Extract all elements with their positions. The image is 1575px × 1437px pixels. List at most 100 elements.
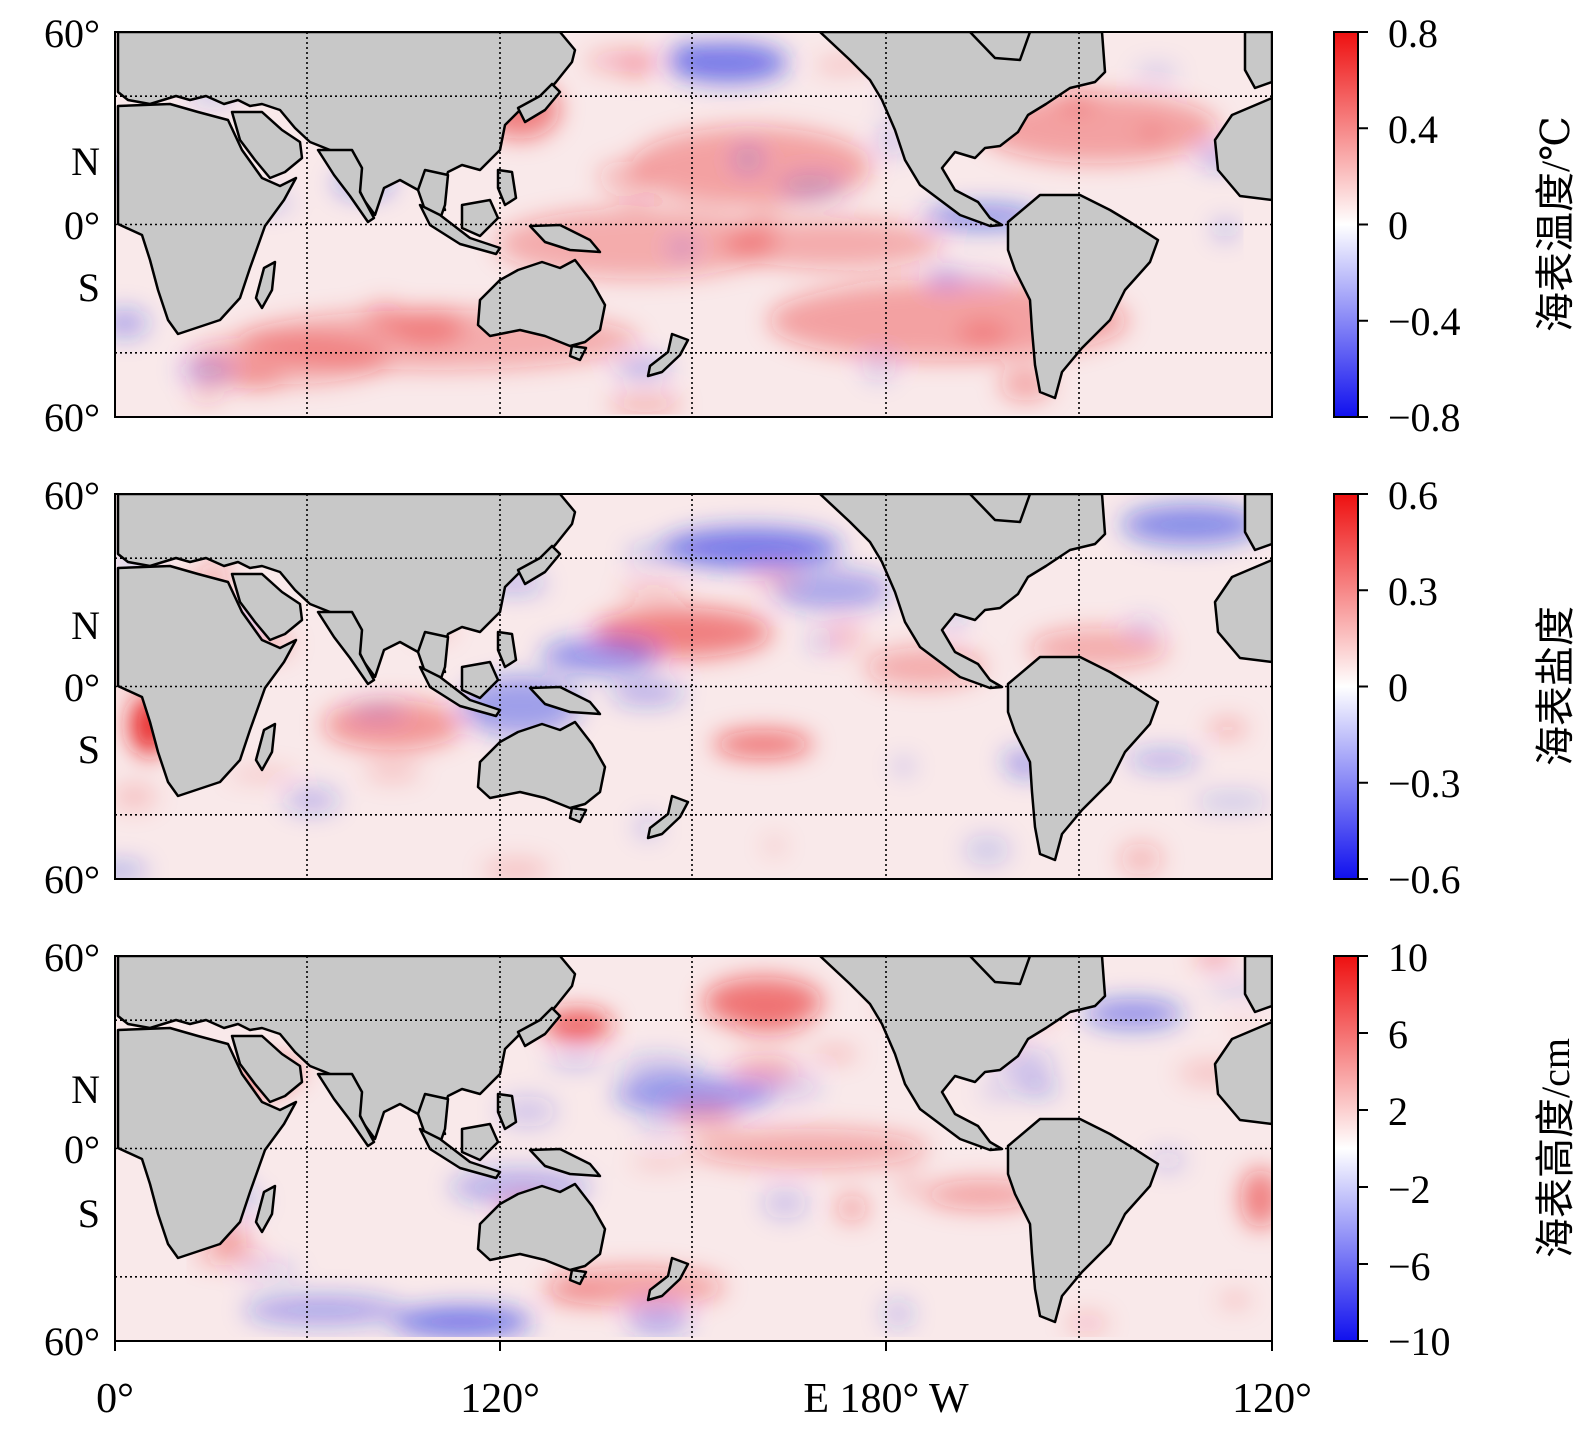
lat-label-north: 60° [44,11,100,56]
anomaly-blotch [495,208,776,279]
lat-label-equator: 0° [64,665,100,710]
anomaly-speckle [363,762,422,782]
lat-label-north: 60° [44,935,100,980]
anomaly-speckle [1194,793,1271,810]
anomaly-speckle [636,1118,680,1133]
anomaly-blotch [1240,1168,1272,1229]
anomaly-speckle [1207,719,1248,738]
lat-label-south: 60° [44,857,100,902]
colorbar-tick: 2 [1388,1089,1408,1134]
anomaly-speckle [608,394,682,415]
colorbar-1-title: 海表温度/℃ [1533,116,1575,332]
lat-label-equator: 0° [64,203,100,248]
lat-label-s: S [77,265,100,310]
anomaly-speckle [958,322,1009,344]
lon-label-180: E 180° W [803,1376,969,1422]
lat-label-n: N [71,603,100,648]
anomaly-speckle [365,300,404,333]
colorbar-tick: −2 [1388,1167,1431,1212]
anomaly-blotch [613,1076,774,1113]
colorbar-tick: 0 [1388,665,1408,710]
anomaly-speckle [882,1299,914,1328]
map-panel-3 [114,955,1368,1342]
anomaly-speckle [1228,1019,1257,1030]
anomaly-speckle [926,268,963,288]
anomaly-speckle [1218,1292,1253,1308]
anomaly-blotch [392,1306,533,1337]
anomaly-speckle [893,758,915,775]
anomaly-speckle [1127,750,1200,770]
anomaly-blotch [540,637,661,674]
anomaly-blotch [243,1295,404,1326]
anomaly-blotch [1083,998,1184,1029]
map-panel-2 [114,493,1368,880]
anomaly-speckle [630,1156,691,1169]
anomaly-speckle [668,239,696,256]
colorbar-tick: 6 [1388,1012,1408,1057]
colorbar-tick: −0.4 [1388,299,1461,344]
anomaly-speckle [348,705,406,719]
anomaly-speckle [862,351,896,382]
anomaly-speckle [953,273,1007,284]
anomaly-blotch [689,1128,930,1169]
anomaly-speckle [1150,1149,1186,1172]
anomaly-speckle [392,310,464,344]
lat-label-s: S [77,727,100,772]
anomaly-speckle [1119,842,1163,876]
lat-label-south: 60° [44,1319,100,1364]
anomaly-blotch [542,1010,613,1041]
colorbar-tick: 0.3 [1388,569,1438,614]
colorbar-2-title: 海表盐度 [1533,606,1575,766]
anomaly-speckle [284,788,339,813]
anomaly-speckle [597,161,650,194]
colorbar-tick: −0.6 [1388,857,1461,902]
anomaly-blotch [1121,504,1262,545]
lon-label-0: 0° [96,1376,134,1422]
anomaly-speckle [226,769,298,780]
colorbar-3-title: 海表高度/cm [1533,1038,1575,1258]
anomaly-speckle [1214,220,1237,240]
anomaly-speckle [610,679,685,706]
anomaly-speckle [1141,126,1163,141]
anomaly-speckle [115,783,158,811]
map-panel-1 [114,31,1368,418]
anomaly-speckle [668,41,705,63]
colorbar-tick: 0 [1388,203,1408,248]
anomaly-speckle [189,372,225,405]
anomaly-speckle [191,1246,268,1266]
anomaly-speckle [836,1193,868,1223]
anomaly-speckle [670,1101,739,1130]
anomaly-speckle [542,1279,606,1307]
anomaly-speckle [764,837,786,855]
anomaly-speckle [811,1046,859,1062]
anomaly-speckle [626,1302,691,1336]
lon-label-120w: 120° [1232,1376,1312,1422]
anomaly-speckle [115,309,149,338]
anomaly-speckle [619,582,687,599]
panel-frame [114,31,1273,418]
anomaly-blotch [978,93,1219,164]
anomaly-blotch [712,730,813,759]
anomaly-speckle [481,857,551,880]
anomaly-speckle [1015,1079,1059,1096]
anomaly-speckle [746,563,802,590]
panel-frame [114,955,1273,1342]
anomaly-speckle [735,1018,806,1036]
colorbar-tick: −0.3 [1388,761,1461,806]
anomaly-speckle [898,1170,921,1200]
anomaly-speckle [733,144,763,174]
colorbar-3 [1333,955,1359,1342]
anomaly-speckle [748,213,779,226]
anomaly-speckle [625,545,675,563]
anomaly-speckle [547,1055,604,1066]
anomaly-speckle [814,58,860,72]
colorbar-2 [1333,493,1359,880]
lon-label-120e: 120° [460,1376,540,1422]
anomaly-speckle [620,1054,698,1083]
anomaly-speckle [585,49,664,73]
colorbar-tick: 0.4 [1388,107,1438,152]
lat-label-south: 60° [44,395,100,440]
anomaly-speckle [779,173,846,200]
anomaly-speckle [1194,956,1234,966]
